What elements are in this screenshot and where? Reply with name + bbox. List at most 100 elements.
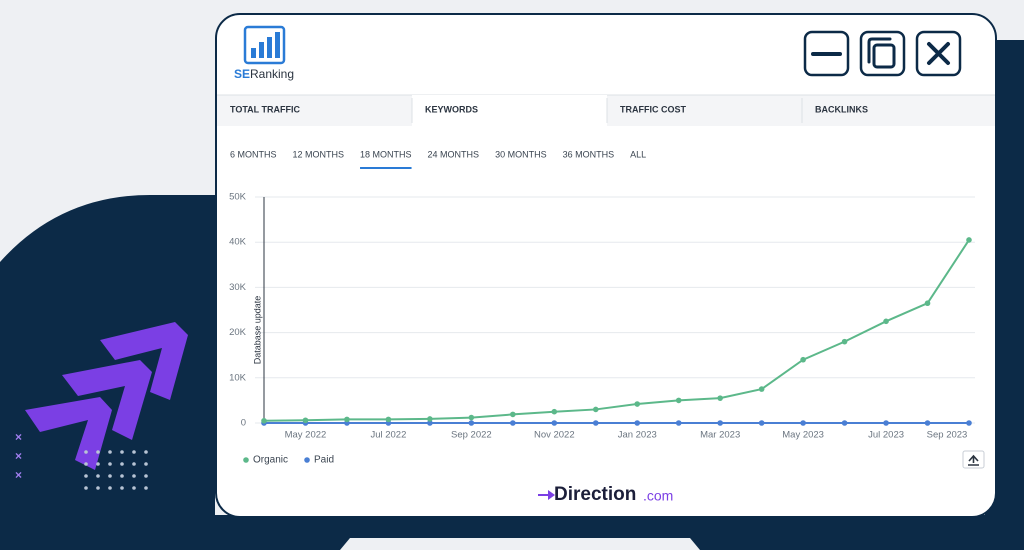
decor-dot [144, 462, 148, 466]
legend-label[interactable]: Paid [314, 455, 334, 466]
data-point [717, 395, 723, 401]
data-point [634, 401, 641, 407]
series-line [263, 239, 970, 422]
window [215, 13, 997, 518]
legend-label[interactable]: Organic [253, 455, 288, 466]
x-tick-label: Sep 2023 [927, 430, 968, 441]
data-point [634, 420, 641, 426]
data-point [592, 420, 599, 426]
decor-x: × × × [15, 430, 22, 482]
tab[interactable]: TRAFFIC COST [620, 104, 686, 114]
data-point [924, 420, 931, 426]
data-point [551, 408, 558, 415]
data-point [592, 406, 599, 413]
x-tick-label: Jan 2023 [618, 430, 657, 441]
bg-shape [340, 538, 700, 550]
y-tick-label: 10K [229, 372, 247, 383]
x-tick-label: May 2023 [782, 430, 824, 441]
tab[interactable]: TOTAL TRAFFIC [230, 104, 300, 114]
data-point [966, 237, 972, 243]
tab[interactable]: BACKLINKS [815, 104, 868, 114]
x-tick-label: Nov 2022 [534, 430, 575, 441]
decor-dot [96, 474, 100, 478]
brand: Direction [554, 484, 636, 505]
x-tick-label: Jul 2022 [370, 430, 406, 441]
data-point [883, 420, 889, 426]
data-point [551, 420, 558, 426]
svg-text:×: × [15, 449, 22, 463]
decor-dot [84, 474, 88, 478]
decor-dot [144, 450, 148, 454]
window-icons [811, 37, 950, 69]
x-tick-label: Sep 2022 [451, 430, 492, 441]
decor-arrows [25, 322, 188, 470]
decor-dot [96, 462, 100, 466]
period-option[interactable]: 18 MONTHS [360, 149, 412, 159]
data-point [468, 420, 475, 426]
y-tick-label: 0 [241, 418, 246, 429]
decor-dots [84, 450, 148, 490]
data-point [800, 356, 806, 363]
decor-dot [96, 450, 100, 454]
decor-dot [132, 450, 136, 454]
decor-dot [132, 462, 136, 466]
data-point [302, 417, 309, 424]
logo-prefix: SE [234, 67, 250, 81]
svg-text:×: × [15, 468, 22, 482]
data-point [924, 300, 931, 307]
data-point [800, 420, 806, 426]
tab-active-bg [412, 95, 607, 126]
logo-icon [243, 25, 286, 65]
decor-dot [108, 462, 112, 466]
brand-suffix: .com [643, 488, 673, 504]
legend-marker [243, 457, 249, 463]
decor-dot [108, 474, 112, 478]
data-point [841, 338, 848, 345]
data-point [510, 420, 516, 426]
period-option[interactable]: 30 MONTHS [495, 149, 547, 159]
period-option[interactable]: ALL [630, 149, 646, 159]
decor-dot [120, 450, 124, 454]
logo-name: Ranking [250, 67, 294, 81]
period-option[interactable]: 36 MONTHS [563, 149, 615, 159]
y-tick-label: 20K [229, 327, 247, 338]
decor-dot [120, 462, 124, 466]
annotation: Database update [252, 296, 262, 365]
data-point [675, 397, 682, 404]
tab[interactable]: KEYWORDS [425, 104, 478, 114]
x-tick-label: Jul 2023 [868, 430, 904, 441]
export-button[interactable] [962, 450, 985, 469]
decor-dot [132, 486, 136, 490]
decor-dot [84, 486, 88, 490]
x-tick-label: Mar 2023 [700, 430, 740, 441]
decor-dot [120, 474, 124, 478]
data-point [510, 411, 516, 418]
y-tick-label: 50K [229, 192, 247, 203]
decor-dot [132, 474, 136, 478]
y-tick-label: 40K [229, 237, 247, 248]
decor-dot [144, 486, 148, 490]
data-point [427, 416, 433, 422]
legend-marker [304, 457, 310, 463]
data-point [966, 420, 972, 426]
decor-dot [84, 462, 88, 466]
y-tick-label: 30K [229, 282, 247, 293]
decor-dot [108, 450, 112, 454]
decor-dot [120, 486, 124, 490]
decor-dot [144, 474, 148, 478]
period-option[interactable]: 24 MONTHS [428, 149, 480, 159]
period-option[interactable]: 6 MONTHS [230, 149, 277, 159]
decor-dot [96, 486, 100, 490]
period-option[interactable]: 12 MONTHS [293, 149, 345, 159]
data-point [468, 414, 475, 421]
decor-dot [108, 486, 112, 490]
data-point [758, 386, 765, 392]
svg-text:×: × [15, 430, 22, 444]
data-point [385, 416, 392, 423]
data-point [675, 420, 682, 426]
data-point [717, 420, 723, 426]
data-point [883, 318, 889, 325]
data-point [841, 420, 848, 426]
data-point [427, 420, 433, 426]
